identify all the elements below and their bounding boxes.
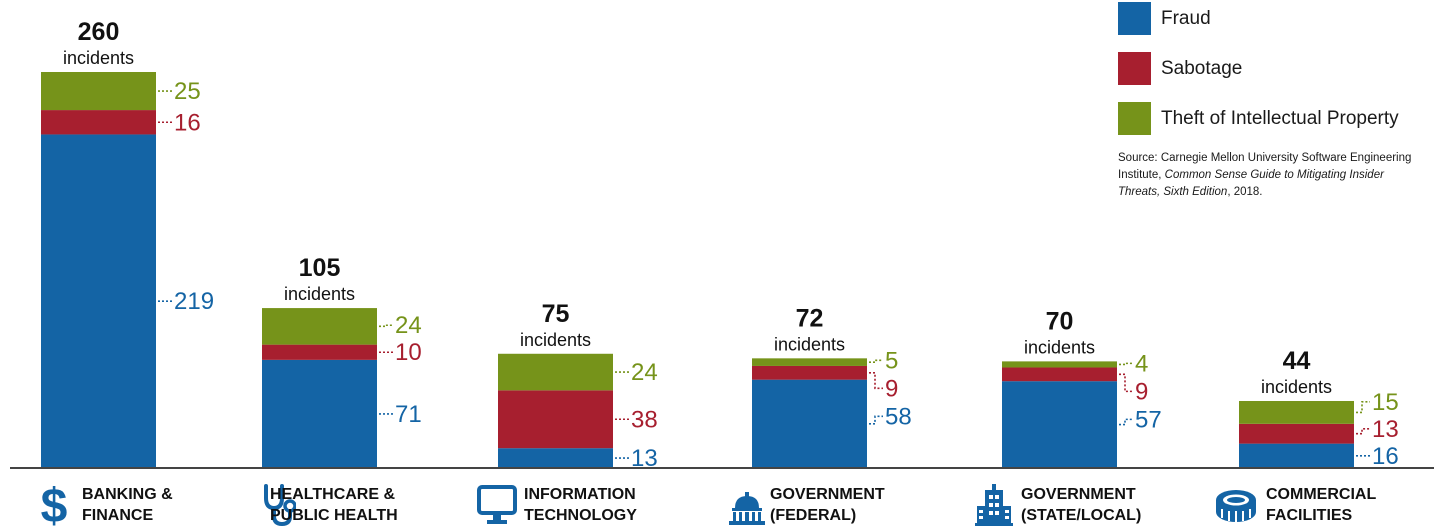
total-unit-label: incidents <box>1024 337 1095 357</box>
bar-segment-theft-4 <box>1002 361 1117 368</box>
capitol-icon <box>729 492 765 525</box>
total-unit-label: incidents <box>63 48 134 68</box>
bar-segment-theft-2 <box>498 353 613 391</box>
total-label: 260 <box>78 18 120 46</box>
callout-leader <box>1119 418 1133 426</box>
total-label: 72 <box>796 304 824 332</box>
source-note: Source: Carnegie Mellon University Softw… <box>1118 150 1418 201</box>
callout-leader <box>1119 373 1133 393</box>
legend-item-theft: Theft of Intellectual Property <box>1118 102 1418 152</box>
category-label-information-technology: INFORMATION TECHNOLOGY <box>524 486 637 524</box>
category-information-technology: INFORMATION TECHNOLOGY <box>476 482 676 528</box>
segment-value-label: 24 <box>631 359 658 386</box>
category-government-state-local: GOVERNMENT (STATE/LOCAL) <box>975 482 1175 528</box>
legend-item-fraud: Fraud <box>1118 2 1418 52</box>
callout-leader <box>869 359 883 363</box>
segment-value-label: 219 <box>174 288 214 315</box>
bar-segment-sabotage-2 <box>498 390 613 449</box>
category-label-healthcare: HEALTHCARE & PUBLIC HEALTH <box>270 486 398 524</box>
segment-value-label: 9 <box>885 375 898 402</box>
legend-label-sabotage: Sabotage <box>1161 58 1243 79</box>
segment-value-label: 71 <box>395 401 422 428</box>
category-label-commercial-facilities: COMMERCIAL FACILITIES <box>1266 486 1377 524</box>
total-label: 44 <box>1283 347 1311 375</box>
bar-segment-sabotage-1 <box>262 344 377 360</box>
bar-segment-fraud-2 <box>498 448 613 468</box>
legend-item-sabotage: Sabotage <box>1118 52 1418 102</box>
total-unit-label: incidents <box>520 330 591 350</box>
category-healthcare: HEALTHCARE & PUBLIC HEALTH <box>260 482 460 528</box>
category-commercial-facilities: COMMERCIAL FACILITIES <box>1214 482 1414 528</box>
bar-segment-theft-0 <box>41 72 156 111</box>
legend-swatch-theft <box>1118 102 1151 135</box>
category-label-government-state-local: GOVERNMENT (STATE/LOCAL) <box>1021 486 1142 524</box>
segment-value-label: 5 <box>885 347 898 374</box>
total-unit-label: incidents <box>774 334 845 354</box>
total-label: 105 <box>299 254 341 282</box>
bar-segment-sabotage-4 <box>1002 367 1117 382</box>
bar-segment-fraud-5 <box>1239 443 1354 468</box>
svg-text:$: $ <box>41 482 68 526</box>
bar-segment-fraud-0 <box>41 134 156 468</box>
bars-layer <box>41 72 1354 468</box>
legend-label-theft: Theft of Intellectual Property <box>1161 108 1399 129</box>
stethoscope-icon <box>264 484 296 526</box>
callout-leader <box>379 324 393 328</box>
source-prefix: Source: Carnegie Mellon University Softw… <box>1118 152 1412 181</box>
stadium-icon <box>1216 490 1256 522</box>
bar-segment-sabotage-0 <box>41 110 156 135</box>
segment-value-label: 38 <box>631 406 658 433</box>
total-unit-label: incidents <box>284 284 355 304</box>
callout-leader <box>869 415 883 425</box>
callout-leader <box>1119 362 1133 366</box>
category-government-federal: GOVERNMENT (FEDERAL) <box>726 482 926 528</box>
bar-segment-fraud-1 <box>262 359 377 468</box>
category-label-banking-finance: BANKING & FINANCE <box>82 486 173 524</box>
segment-value-label: 10 <box>395 339 422 366</box>
source-title: Common Sense Guide to Mitigating Insider… <box>1118 169 1384 198</box>
segment-value-label: 9 <box>1135 378 1148 405</box>
legend: Fraud Sabotage Theft of Intellectual Pro… <box>1118 2 1418 152</box>
legend-swatch-sabotage <box>1118 52 1151 85</box>
bar-segment-fraud-3 <box>752 379 867 468</box>
category-label-government-federal: GOVERNMENT (FEDERAL) <box>770 486 885 524</box>
total-label: 70 <box>1046 307 1074 335</box>
total-label: 75 <box>542 300 570 328</box>
callout-leader <box>1356 428 1370 435</box>
dollar-icon: $ <box>41 482 68 526</box>
legend-swatch-fraud <box>1118 2 1151 35</box>
bar-segment-theft-3 <box>752 358 867 366</box>
bar-segment-sabotage-3 <box>752 365 867 380</box>
segment-value-label: 4 <box>1135 350 1148 377</box>
bar-segment-theft-1 <box>262 308 377 345</box>
segment-value-label: 16 <box>1372 443 1399 470</box>
total-unit-label: incidents <box>1261 377 1332 397</box>
building-icon <box>975 484 1013 526</box>
bar-segment-sabotage-5 <box>1239 423 1354 444</box>
callout-leader <box>869 372 883 390</box>
segment-value-label: 16 <box>174 109 201 136</box>
segment-value-label: 25 <box>174 78 201 105</box>
legend-label-fraud: Fraud <box>1161 8 1211 29</box>
category-banking-finance: $ BANKING & FINANCE <box>34 482 224 528</box>
callout-leader <box>1356 401 1370 414</box>
bar-segment-theft-5 <box>1239 400 1354 424</box>
segment-value-label: 57 <box>1135 406 1162 433</box>
segment-value-label: 58 <box>885 403 912 430</box>
bar-segment-fraud-4 <box>1002 381 1117 468</box>
monitor-icon <box>477 485 517 524</box>
segment-value-label: 13 <box>1372 416 1399 443</box>
source-suffix: , 2018. <box>1227 186 1263 198</box>
segment-value-label: 15 <box>1372 389 1399 416</box>
segment-value-label: 24 <box>395 312 422 339</box>
labels-layer: 2191625260incidents711024105incidents133… <box>63 18 1399 472</box>
